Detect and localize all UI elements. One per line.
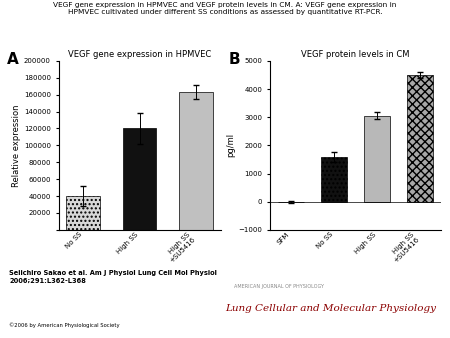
- Text: A: A: [7, 52, 18, 67]
- Text: AMERICAN JOURNAL OF PHYSIOLOGY: AMERICAN JOURNAL OF PHYSIOLOGY: [234, 284, 324, 289]
- Bar: [321, 156, 347, 202]
- Bar: [179, 92, 213, 230]
- Y-axis label: pg/ml: pg/ml: [227, 133, 236, 158]
- Text: B: B: [229, 52, 241, 67]
- Text: Lung Cellular and Molecular Physiology: Lung Cellular and Molecular Physiology: [225, 304, 436, 313]
- Bar: [122, 128, 157, 230]
- Title: VEGF protein levels in CM: VEGF protein levels in CM: [301, 50, 410, 59]
- Bar: [66, 196, 100, 230]
- Text: VEGF gene expression in HPMVEC and VEGF protein levels in CM. A: VEGF gene expre: VEGF gene expression in HPMVEC and VEGF …: [53, 2, 397, 15]
- Title: VEGF gene expression in HPMVEC: VEGF gene expression in HPMVEC: [68, 50, 211, 59]
- Y-axis label: Relative expression: Relative expression: [12, 104, 21, 187]
- Bar: [364, 116, 390, 202]
- Text: Seiichiro Sakao et al. Am J Physiol Lung Cell Mol Physiol
2006;291:L362-L368: Seiichiro Sakao et al. Am J Physiol Lung…: [9, 270, 217, 283]
- Bar: [407, 75, 433, 202]
- Text: ©2006 by American Physiological Society: ©2006 by American Physiological Society: [9, 322, 120, 328]
